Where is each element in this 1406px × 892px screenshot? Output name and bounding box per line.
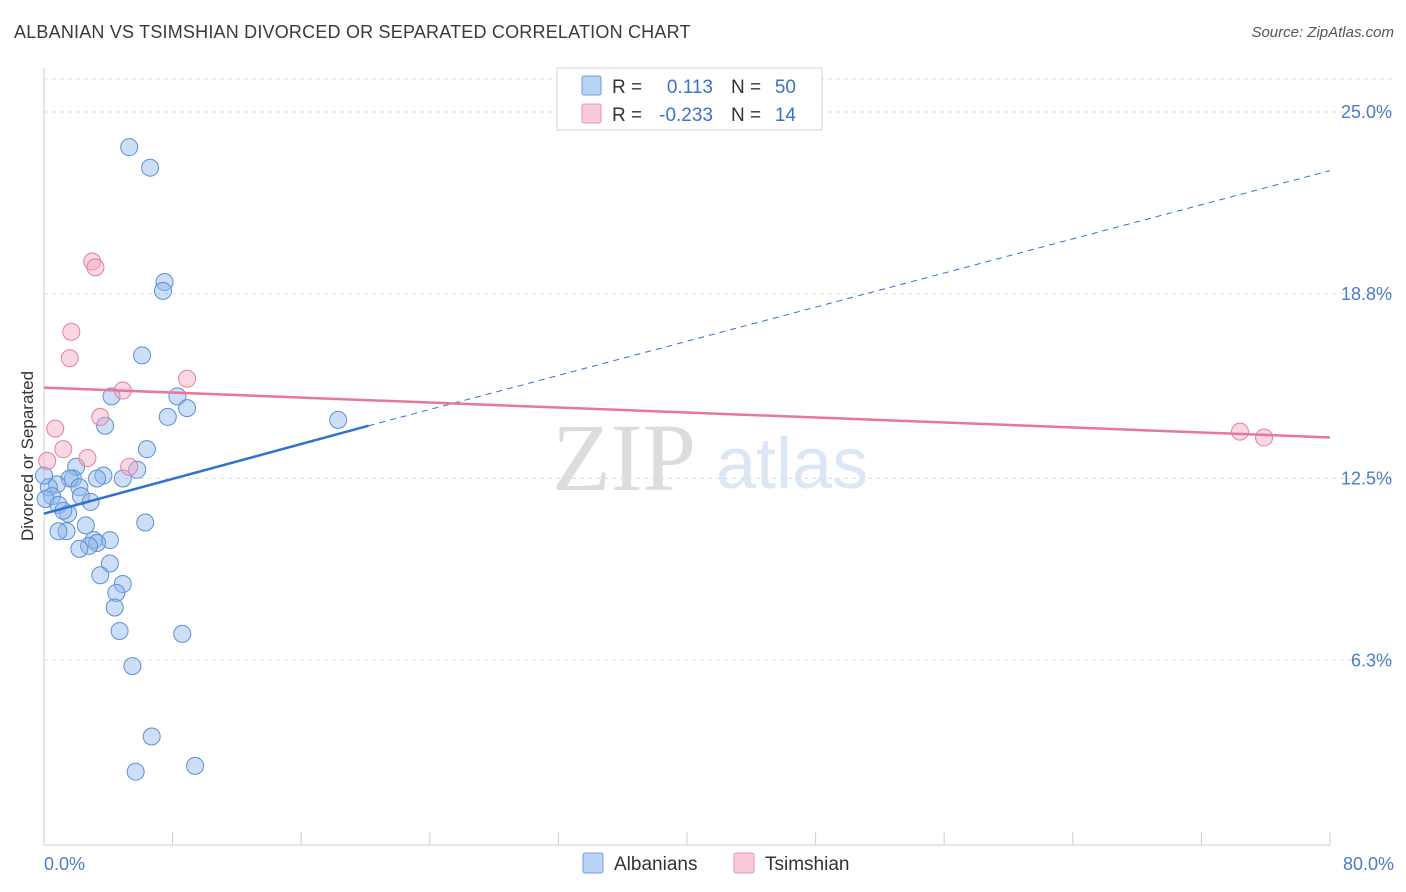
albanians-point [107,583,126,602]
y-axis-label: Divorced or Separated [18,371,37,541]
tsimshian-point [46,419,65,438]
albanians-point [142,727,161,746]
legend-tsimshian-r-value: -0.233 [659,105,713,126]
legend-bottom-albanians-label: Albanians [614,854,697,875]
x-tick-label-min: 0.0% [44,854,85,874]
legend-tsimshian-n-value: 14 [775,105,797,126]
albanians-point [76,516,95,535]
albanians-point [100,554,119,573]
y-tick-label: 25.0% [1341,102,1392,122]
albanians-point [113,575,132,594]
gridlines [44,78,1392,661]
y-tick-label: 12.5% [1341,468,1392,488]
albanians-trendline [43,424,370,515]
tsimshian-trendline [43,386,1331,439]
x-tick-label-max: 80.0% [1343,854,1394,874]
albanians-point [88,469,107,488]
tsimshian-point [1230,422,1249,441]
albanians-point [141,158,160,177]
albanians-point [123,657,142,676]
legend-albanians-r-value: 0.113 [667,77,713,98]
albanians-point [136,513,155,532]
albanians-point [110,621,129,640]
albanians-point [158,407,177,426]
albanians-point [186,756,205,775]
watermark-zip: ZIP [552,404,696,511]
tsimshian-point [78,448,97,467]
albanians-point [133,346,152,365]
tsimshian-point [120,457,139,476]
albanians-point [35,466,53,485]
legend-tsimshian-n-label: N = [731,105,761,126]
tsimshian-point [178,369,197,388]
chart-title: ALBANIAN VS TSIMSHIAN DIVORCED OR SEPARA… [14,22,691,42]
legend-bottom: Albanians Tsimshian [582,852,849,875]
albanians-trendline-extension [368,170,1331,427]
legend-tsimshian-swatch [581,103,602,124]
y-tick-labels: 6.3% 12.5% 18.8% 25.0% [1341,102,1392,670]
albanians-point [120,138,139,157]
albanians-point [113,469,132,488]
legend-albanians-swatch [581,75,602,96]
albanians-point [102,387,121,406]
tsimshian-point [91,407,110,426]
x-axis-ticks [43,832,1331,845]
tsimshian-point [83,252,102,271]
tsimshian-point [60,349,79,368]
albanians-point [70,539,89,558]
watermark: ZIP atlas [552,404,868,511]
tsimshian-point [54,440,73,459]
y-tick-label: 18.8% [1341,284,1392,304]
albanians-point [96,416,115,435]
legend-bottom-albanians-swatch [582,852,604,874]
tsimshian-point [62,322,81,341]
trendlines [43,170,1331,515]
legend-bottom-tsimshian-label: Tsimshian [765,854,849,875]
albanians-point [329,410,348,429]
albanians-point [49,522,68,541]
albanians-point [126,762,145,781]
legend-albanians-n-value: 50 [775,77,796,98]
tsimshian-point [86,258,105,277]
watermark-atlas: atlas [716,424,868,504]
tsimshian-point [1255,428,1274,447]
albanians-point [91,566,110,585]
albanians-point [105,598,124,617]
data-points [35,138,1274,781]
legend-albanians-n-label: N = [731,77,761,98]
albanians-point [178,399,197,418]
source-credit: Source: ZipAtlas.com [1251,24,1394,41]
albanians-point [153,281,172,300]
tsimshian-point [38,451,57,470]
y-tick-label: 6.3% [1351,650,1392,670]
legend-tsimshian-r-label: R = [612,105,642,126]
albanians-point [173,624,192,643]
albanians-point [84,531,103,550]
albanians-point [137,440,156,459]
legend-bottom-tsimshian-swatch [733,852,755,874]
legend-top: R = 0.113 N = 50 R = -0.233 N = 14 [556,67,823,131]
legend-albanians-r-label: R = [612,77,642,98]
